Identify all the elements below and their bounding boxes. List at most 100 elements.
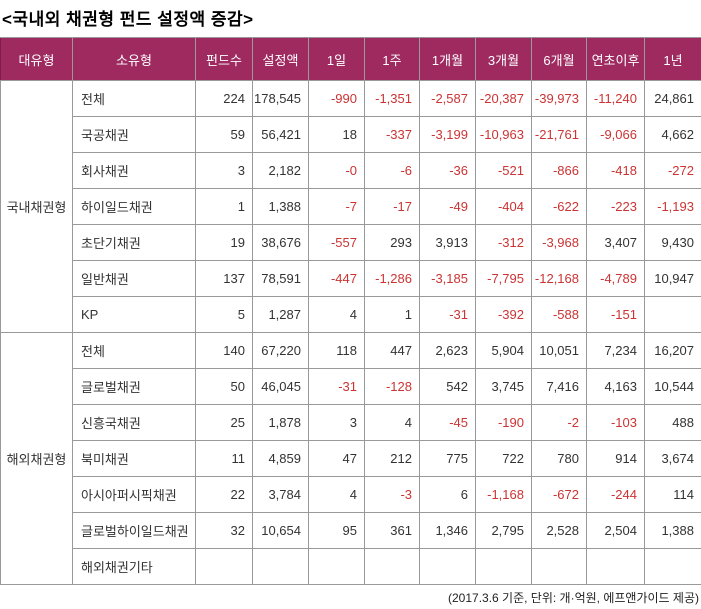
cell-value: -312 bbox=[475, 224, 532, 261]
cell-value: -1,351 bbox=[364, 80, 420, 117]
cell-value: 10,947 bbox=[644, 260, 701, 297]
row-label: 하이일드채권 bbox=[72, 188, 196, 225]
row-label: 해외채권기타 bbox=[72, 548, 196, 585]
cell-value: -128 bbox=[364, 368, 420, 405]
cell-value: 9,430 bbox=[644, 224, 701, 261]
cell-value: 137 bbox=[195, 260, 253, 297]
cell-value: -521 bbox=[475, 152, 532, 189]
header-row: 대유형 소유형 펀드수 설정액 1일 1주 1개월 3개월 6개월 연초이후 1년 bbox=[0, 37, 701, 81]
cell-value: 47 bbox=[308, 440, 365, 477]
cell-value: 10,544 bbox=[644, 368, 701, 405]
cell-value: -31 bbox=[308, 368, 365, 405]
column-header-4: 1일 bbox=[308, 37, 365, 81]
cell-value: 4 bbox=[308, 296, 365, 333]
cell-value: 3 bbox=[195, 152, 253, 189]
cell-value: -20,387 bbox=[475, 80, 532, 117]
cell-value: 59 bbox=[195, 116, 253, 153]
cell-value: 1,346 bbox=[419, 512, 476, 549]
cell-value: 2,182 bbox=[252, 152, 309, 189]
cell-value: 4 bbox=[364, 404, 420, 441]
table-body: 국내채권형 전체 224 178,545 -990 -1,351 -2,587 -20,387… bbox=[0, 80, 701, 585]
cell-value: -244 bbox=[586, 476, 645, 513]
cell-value: 10,051 bbox=[531, 332, 587, 369]
table-row: 해외채권형 전체 140 67,220 118 447 2,623 5,904 10,051 7,… bbox=[0, 332, 701, 585]
row-label: 북미채권 bbox=[72, 440, 196, 477]
cell-value: 2,528 bbox=[531, 512, 587, 549]
cell-value: -151 bbox=[586, 296, 645, 333]
cell-value: -1,168 bbox=[475, 476, 532, 513]
cell-value: 212 bbox=[364, 440, 420, 477]
cell-value: 224 bbox=[195, 80, 253, 117]
cell-value: -1,286 bbox=[364, 260, 420, 297]
cell-value: -7 bbox=[308, 188, 365, 225]
cell-value: -39,973 bbox=[531, 80, 587, 117]
cell-value: 178,545 bbox=[252, 80, 309, 117]
cell-value: -10,963 bbox=[475, 116, 532, 153]
table-row: 일반채권 137 78,591 -447 -1,286 -3,185 -7,795 -12,1… bbox=[1, 260, 701, 297]
cell-value: -3,185 bbox=[419, 260, 476, 297]
cell-value: 4,163 bbox=[586, 368, 645, 405]
cell-value: -392 bbox=[475, 296, 532, 333]
cell-value: -4,789 bbox=[586, 260, 645, 297]
cell-value: -3,968 bbox=[531, 224, 587, 261]
footer-note: (2017.3.6 기준, 단위: 개·억원, 에프앤가이드 제공) bbox=[448, 591, 699, 605]
table-row: 국내채권형 전체 224 178,545 -990 -1,351 -2,587 -20,387… bbox=[0, 80, 701, 333]
column-header-1: 소유형 bbox=[72, 37, 196, 81]
cell-value: 293 bbox=[364, 224, 420, 261]
cell-value: 4 bbox=[308, 476, 365, 513]
cell-value: -31 bbox=[419, 296, 476, 333]
cell-value: 780 bbox=[531, 440, 587, 477]
table-row: 글로벌채권 50 46,045 -31 -128 542 3,745 7,416 4,163 10… bbox=[1, 368, 701, 405]
row-label: 신흥국채권 bbox=[72, 404, 196, 441]
cell-value: -866 bbox=[531, 152, 587, 189]
cell-value: 447 bbox=[364, 332, 420, 369]
cell-value: 19 bbox=[195, 224, 253, 261]
table-row: 신흥국채권 25 1,878 3 4 -45 -190 -2 -103 488 bbox=[1, 404, 701, 441]
cell-value bbox=[419, 548, 476, 585]
cell-value: -404 bbox=[475, 188, 532, 225]
cell-value bbox=[586, 548, 645, 585]
cell-value bbox=[531, 548, 587, 585]
cell-value: 22 bbox=[195, 476, 253, 513]
cell-value: 114 bbox=[644, 476, 701, 513]
row-label: KP bbox=[72, 296, 196, 333]
table-header: 대유형 소유형 펀드수 설정액 1일 1주 1개월 3개월 6개월 연초이후 1년 bbox=[0, 37, 701, 81]
column-header-2: 펀드수 bbox=[195, 37, 253, 81]
cell-value: 3,784 bbox=[252, 476, 309, 513]
cell-value: -3,199 bbox=[419, 116, 476, 153]
cell-value: 7,234 bbox=[586, 332, 645, 369]
column-header-8: 6개월 bbox=[531, 37, 587, 81]
row-label: 글로벌하이일드채권 bbox=[72, 512, 196, 549]
table-row: KP 5 1,287 4 1 -31 -392 -588 -151 bbox=[1, 296, 701, 333]
cell-value: -223 bbox=[586, 188, 645, 225]
cell-value: -990 bbox=[308, 80, 365, 117]
cell-value bbox=[644, 548, 701, 585]
table-row: 회사채권 3 2,182 -0 -6 -36 -521 -866 -418 -272 bbox=[1, 152, 701, 189]
cell-value: -1,193 bbox=[644, 188, 701, 225]
cell-value: 11 bbox=[195, 440, 253, 477]
cell-value: -0 bbox=[308, 152, 365, 189]
cell-value: -36 bbox=[419, 152, 476, 189]
cell-value: 56,421 bbox=[252, 116, 309, 153]
cell-value: -21,761 bbox=[531, 116, 587, 153]
cell-value: 3,674 bbox=[644, 440, 701, 477]
table-row: 글로벌하이일드채권 32 10,654 95 361 1,346 2,795 2,528 2,5… bbox=[1, 512, 701, 549]
cell-value: 5,904 bbox=[475, 332, 532, 369]
cell-value: 10,654 bbox=[252, 512, 309, 549]
row-label: 회사채권 bbox=[72, 152, 196, 189]
fund-flow-table: 대유형 소유형 펀드수 설정액 1일 1주 1개월 3개월 6개월 연초이후 1년 국내채권형 전체 2… bbox=[0, 37, 701, 585]
row-label: 국공채권 bbox=[72, 116, 196, 153]
cell-value: -7,795 bbox=[475, 260, 532, 297]
cell-value: 1,388 bbox=[252, 188, 309, 225]
cell-value: -3 bbox=[364, 476, 420, 513]
cell-value: -2,587 bbox=[419, 80, 476, 117]
cell-value: 46,045 bbox=[252, 368, 309, 405]
cell-value: -557 bbox=[308, 224, 365, 261]
column-header-3: 설정액 bbox=[252, 37, 309, 81]
cell-value: 3,745 bbox=[475, 368, 532, 405]
cell-value: -103 bbox=[586, 404, 645, 441]
cell-value: 67,220 bbox=[252, 332, 309, 369]
cell-value: -49 bbox=[419, 188, 476, 225]
table-row: 하이일드채권 1 1,388 -7 -17 -49 -404 -622 -223 -1,193 bbox=[1, 188, 701, 225]
